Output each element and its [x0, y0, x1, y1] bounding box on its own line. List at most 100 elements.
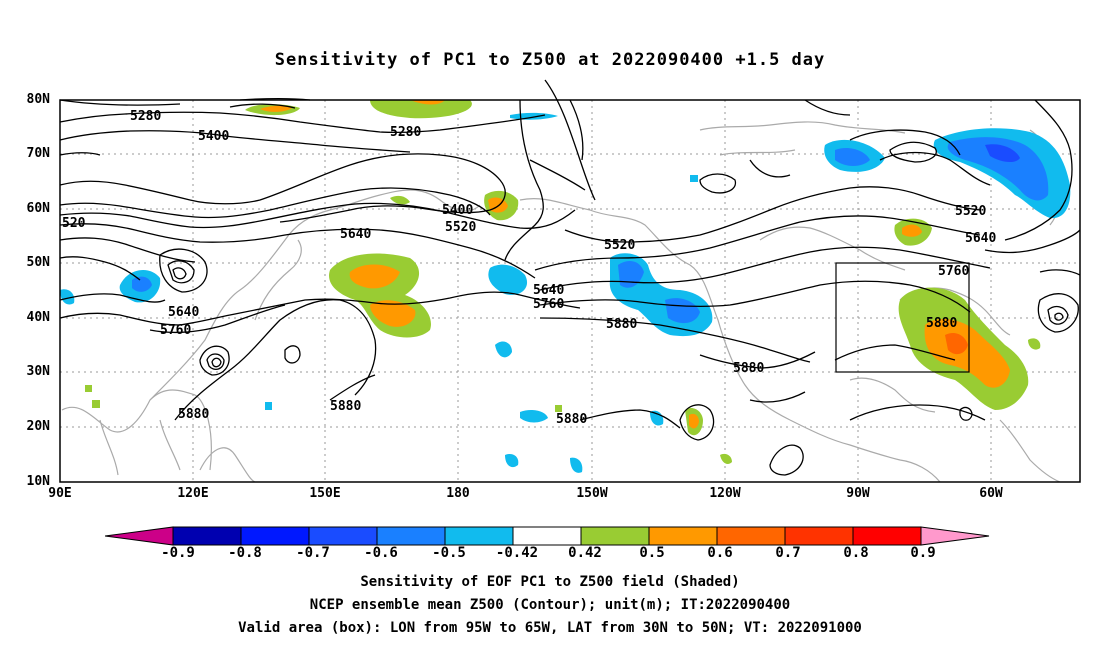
shade-negative: [570, 457, 583, 473]
colorbar-tick: 0.6: [707, 545, 733, 561]
colorbar-segment: [444, 526, 514, 546]
shade-negative: [488, 264, 528, 295]
shade-negative: [510, 112, 558, 120]
lat-label: 30N: [26, 364, 50, 379]
lon-label: 90E: [48, 486, 72, 501]
footer-line-3: Valid area (box): LON from 95W to 65W, L…: [238, 620, 862, 636]
coastlines: [61, 121, 1062, 483]
footer-line-2: NCEP ensemble mean Z500 (Contour); unit(…: [309, 597, 791, 613]
contour-label: 5520: [955, 204, 986, 219]
lon-label: 120W: [709, 486, 741, 501]
colorbar-segment: [784, 526, 854, 546]
shade-negative: [947, 137, 1049, 201]
contour-label: 5280: [130, 109, 161, 124]
colorbar-segment: [648, 526, 718, 546]
valid-area-box: [835, 262, 970, 373]
z500-contours: [59, 79, 1081, 476]
colorbar-segment: [172, 526, 242, 546]
contour-label: 520: [62, 216, 86, 231]
lat-label: 40N: [26, 310, 50, 325]
shade-positive: [349, 264, 400, 289]
shade-negative: [495, 341, 512, 358]
shade-negative: [690, 175, 698, 182]
lat-label: 20N: [26, 419, 50, 434]
colorbar-segment: [716, 526, 786, 546]
shade-negative: [985, 144, 1020, 163]
lon-label: 150E: [309, 486, 341, 501]
contour-label: 5880: [733, 361, 764, 376]
lon-label: 120E: [177, 486, 209, 501]
colorbar-tick: -0.7: [296, 545, 330, 561]
lat-label: 70N: [26, 146, 50, 161]
contour-label: 5880: [606, 317, 637, 332]
colorbar-tick: 0.9: [910, 545, 936, 561]
lon-label: 180: [446, 486, 470, 501]
contour-label: 5880: [556, 412, 587, 427]
colorbar-end-low: [105, 526, 174, 546]
shade-positive: [555, 405, 562, 412]
shade-negative: [505, 454, 519, 468]
map-title: Sensitivity of PC1 to Z500 at 2022090400…: [274, 50, 826, 70]
colorbar-tick: 0.8: [843, 545, 869, 561]
shade-positive: [260, 105, 292, 112]
contour-label: 5880: [926, 316, 957, 331]
shade-positive: [92, 400, 100, 408]
shade-positive: [945, 333, 968, 355]
contour-label: 5280: [390, 125, 421, 140]
colorbar-segment: [852, 526, 922, 546]
lat-label: 60N: [26, 201, 50, 216]
shade-negative: [520, 410, 548, 423]
shade-positive: [370, 300, 416, 327]
lat-label: 80N: [26, 92, 50, 107]
contour-label: 5760: [533, 297, 564, 312]
shade-negative: [265, 402, 272, 410]
lon-label: 150W: [576, 486, 608, 501]
colorbar-tick: -0.9: [161, 545, 195, 561]
shade-negative: [60, 289, 75, 305]
colorbar-segment: [308, 526, 378, 546]
colorbar-tick: -0.6: [364, 545, 398, 561]
shade-positive: [410, 100, 445, 105]
contour-label: 5400: [442, 203, 473, 218]
colorbar-tick: -0.5: [432, 545, 466, 561]
shade-positive: [370, 100, 472, 119]
contour-label-group: 5280 5400 5280 520 5400 5520 5640 5520 5…: [62, 109, 996, 427]
sensitivity-shading: [60, 100, 1071, 473]
shade-positive: [720, 453, 732, 464]
contour-label: 5760: [160, 323, 191, 338]
footer-line-1: Sensitivity of EOF PC1 to Z500 field (Sh…: [360, 574, 740, 590]
colorbar-tick: 0.7: [775, 545, 801, 561]
colorbar-tick: -0.42: [495, 545, 539, 561]
colorbar-segment: [512, 526, 582, 546]
shade-negative: [835, 148, 870, 166]
shade-negative: [132, 276, 152, 292]
colorbar-tick: 0.5: [639, 545, 665, 561]
colorbar-end-high: [920, 526, 990, 546]
colorbar-tick: 0.42: [568, 545, 602, 561]
shade-negative: [665, 298, 700, 324]
contour-label: 5760: [938, 264, 969, 279]
contour-label: 5640: [340, 227, 371, 242]
contour-label: 5640: [533, 283, 564, 298]
contour-label: 5880: [178, 407, 209, 422]
colorbar-segment: [240, 526, 310, 546]
shade-positive: [85, 385, 92, 392]
contour-label: 5520: [445, 220, 476, 235]
shade-positive: [689, 413, 699, 429]
lat-label: 10N: [26, 474, 50, 489]
contour-label: 5640: [965, 231, 996, 246]
plot-frame: [59, 99, 1081, 483]
colorbar: [105, 526, 990, 546]
lon-label: 90W: [846, 486, 870, 501]
contour-label: 5520: [604, 238, 635, 253]
colorbar-segment: [376, 526, 446, 546]
shade-positive: [902, 224, 922, 237]
contour-label: 5400: [198, 129, 229, 144]
colorbar-segment: [580, 526, 650, 546]
grid-lines: [60, 100, 1080, 482]
lon-label: 60W: [979, 486, 1003, 501]
colorbar-tick: -0.8: [228, 545, 262, 561]
shade-positive: [390, 195, 410, 205]
lat-label: 50N: [26, 255, 50, 270]
